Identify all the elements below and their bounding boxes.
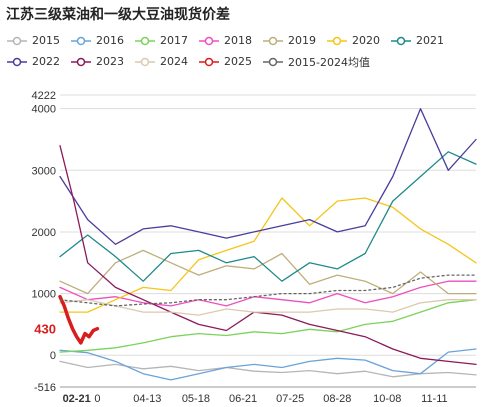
- legend-marker-icon: [263, 36, 283, 45]
- legend-marker-icon: [327, 36, 347, 45]
- series-line: [59, 274, 477, 307]
- legend-label: 2022: [32, 55, 60, 68]
- legend-item[interactable]: 2018: [198, 32, 252, 49]
- legend-marker-icon: [199, 57, 219, 66]
- y-tick-label: -516: [34, 382, 56, 394]
- legend-item[interactable]: 2025: [198, 53, 252, 70]
- series-line: [59, 360, 477, 378]
- legend-marker-icon: [71, 57, 91, 66]
- highlight-value-label: 430: [34, 322, 56, 337]
- legend-marker-icon: [7, 36, 27, 45]
- legend-item[interactable]: 2022: [6, 53, 60, 70]
- legend-label: 2015-2024均值: [288, 55, 370, 69]
- legend-marker-icon: [263, 57, 283, 66]
- legend-label: 2021: [416, 34, 444, 47]
- legend-item[interactable]: 2021: [390, 32, 444, 49]
- series-line: [59, 197, 477, 313]
- legend-marker-icon: [199, 36, 219, 45]
- legend-label: 2025: [224, 55, 252, 68]
- x-tick-label: 08-28: [323, 393, 351, 405]
- legend-marker-icon: [7, 57, 27, 66]
- legend-label: 2020: [352, 34, 380, 47]
- x-tick-label: 11-11: [421, 393, 448, 405]
- x-tick-label: 06-21: [229, 393, 257, 405]
- legend-item[interactable]: 2016: [70, 32, 124, 49]
- legend-label: 2017: [160, 34, 188, 47]
- x-tick-label: 07-25: [276, 393, 304, 405]
- legend-marker-icon: [391, 36, 411, 45]
- y-tick-label: 0: [50, 350, 56, 362]
- legend-item[interactable]: 2015: [6, 32, 60, 49]
- legend-item[interactable]: 2019: [262, 32, 316, 49]
- series-line: [59, 108, 477, 245]
- series-line: [59, 280, 477, 307]
- legend-label: 2016: [96, 34, 124, 47]
- x-tick-label: 04-13: [133, 393, 161, 405]
- series-line: [59, 151, 477, 282]
- x-tick-label: 05-18: [182, 393, 210, 405]
- legend-marker-icon: [135, 36, 155, 45]
- chart-title: 江苏三级菜油和一级大豆油现货价差: [6, 7, 230, 23]
- legend-label: 2018: [224, 34, 252, 47]
- legend-label: 2024: [160, 55, 188, 68]
- y-tick-label: 1000: [32, 289, 56, 301]
- legend-label: 2023: [96, 55, 124, 68]
- y-tick-label: 4222: [32, 90, 56, 102]
- x-tick-label: 02-21: [63, 393, 91, 405]
- series-line: [59, 348, 477, 381]
- y-tick-label: 3000: [32, 165, 56, 177]
- y-tick-label: 2000: [32, 227, 56, 239]
- legend-label: 2019: [288, 34, 316, 47]
- legend-item[interactable]: 2024: [134, 53, 188, 70]
- x-tick-label: 10-08: [373, 393, 401, 405]
- series-line: [59, 145, 477, 366]
- legend-item[interactable]: 2023: [70, 53, 124, 70]
- series-line: [59, 299, 477, 316]
- x-tick-label: 0: [94, 393, 100, 405]
- legend-label: 2015: [32, 34, 60, 47]
- legend-item[interactable]: 2017: [134, 32, 188, 49]
- chart-legend: 2015 2016 2017 2018 2019 2020 2021 2022 2023 2024…: [6, 32, 498, 70]
- series-line: [59, 299, 477, 353]
- legend-item[interactable]: 2015-2024均值: [262, 53, 370, 70]
- legend-marker-icon: [71, 36, 91, 45]
- y-tick-label: 4000: [32, 104, 56, 116]
- legend-marker-icon: [135, 57, 155, 66]
- series-line: [59, 249, 477, 295]
- legend-item[interactable]: 2020: [326, 32, 380, 49]
- series-line: [58, 294, 100, 345]
